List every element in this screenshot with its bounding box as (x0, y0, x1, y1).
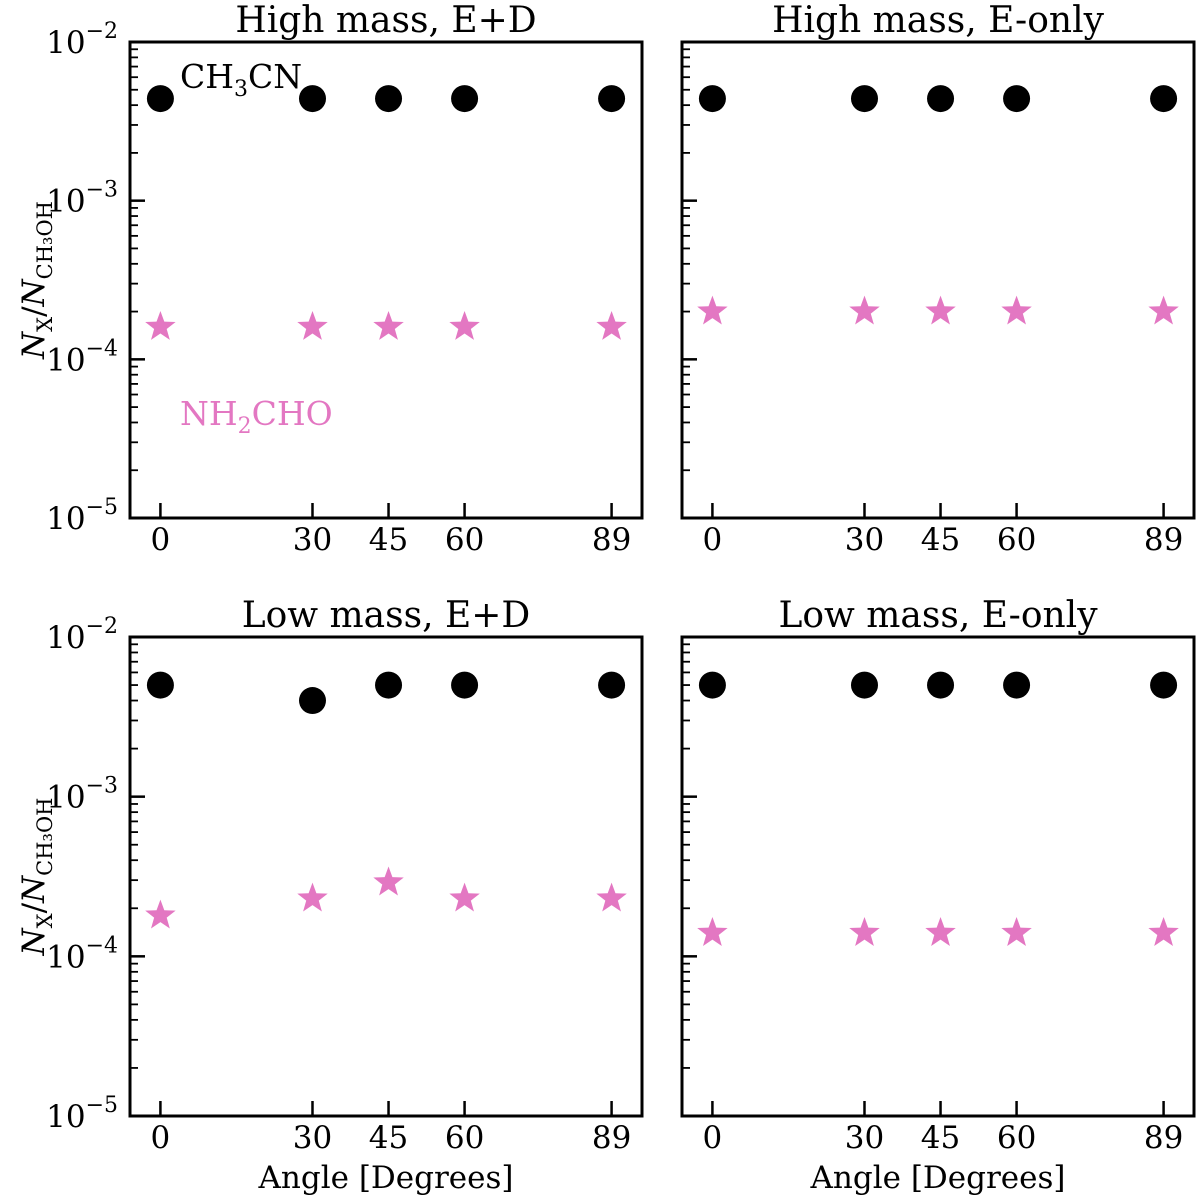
point-ch3cn-89 (598, 671, 626, 699)
plot-frame (680, 635, 1196, 1118)
series-label-nh2cho: NH2CHO (180, 394, 333, 439)
x-tick-label: 30 (293, 522, 332, 558)
y-tick-label: 10−4 (46, 336, 118, 378)
x-tick-label: 0 (703, 522, 723, 558)
point-ch3cn-30 (850, 85, 878, 113)
point-ch3cn-89 (1150, 671, 1178, 699)
x-tick-label: 30 (293, 1120, 332, 1156)
plot-frame (128, 635, 644, 1118)
point-ch3cn-45 (927, 85, 955, 113)
y-tick-label: 10−3 (46, 774, 118, 816)
point-ch3cn-60 (1003, 671, 1031, 699)
point-nh2cho-45 (373, 866, 404, 896)
x-tick-label: 0 (151, 522, 171, 558)
point-nh2cho-0 (145, 310, 176, 340)
point-ch3cn-0 (146, 671, 174, 699)
point-ch3cn-30 (850, 671, 878, 699)
x-tick-label: 30 (845, 522, 884, 558)
x-tick-label: 30 (845, 1120, 884, 1156)
point-nh2cho-0 (697, 295, 728, 325)
panel-title: High mass, E-only (772, 0, 1105, 41)
point-nh2cho-60 (1001, 917, 1032, 946)
y-tick-label: 10−3 (46, 178, 118, 220)
panel-title: High mass, E+D (235, 0, 536, 41)
plot-frame (128, 40, 644, 520)
y-tick-label: 10−2 (46, 614, 118, 656)
panel-2: 0 30 45 60 89 High mass, E-only (680, 0, 1196, 558)
x-tick-label: 89 (1144, 1120, 1183, 1156)
point-nh2cho-45 (925, 295, 956, 325)
panel-3: 10−5 10−4 10−3 10−2 0 30 45 60 89 Low mass, E+D An… (16, 595, 644, 1196)
point-ch3cn-0 (146, 85, 174, 113)
y-tick-label: 10−5 (46, 1093, 118, 1135)
x-tick-label: 0 (151, 1120, 171, 1156)
y-axis-label: NX/NCH₃OH (16, 201, 57, 360)
point-nh2cho-30 (297, 882, 328, 912)
x-tick-label: 45 (921, 522, 960, 558)
x-tick-label: 89 (592, 522, 631, 558)
x-axis-label: Angle [Degrees] (258, 1160, 514, 1196)
panel-1: 10−5 10−4 10−3 10−2 0 30 45 60 89 High mass, E+D N… (16, 0, 644, 558)
point-nh2cho-60 (449, 310, 480, 340)
point-ch3cn-45 (375, 85, 403, 113)
x-tick-label: 45 (921, 1120, 960, 1156)
point-ch3cn-89 (598, 85, 626, 113)
point-ch3cn-30 (298, 85, 326, 113)
point-nh2cho-0 (145, 899, 176, 929)
x-axis-label: Angle [Degrees] (810, 1160, 1066, 1196)
point-ch3cn-45 (927, 671, 955, 699)
point-ch3cn-89 (1150, 85, 1178, 113)
point-ch3cn-45 (375, 671, 403, 699)
x-tick-label: 45 (369, 522, 408, 558)
x-tick-label: 89 (1144, 522, 1183, 558)
y-axis-label: NX/NCH₃OH (16, 798, 57, 957)
point-ch3cn-30 (298, 687, 326, 715)
plot-frame (680, 40, 1196, 520)
point-nh2cho-0 (697, 917, 728, 946)
x-tick-label: 89 (592, 1120, 631, 1156)
point-nh2cho-89 (596, 310, 627, 340)
point-nh2cho-30 (849, 917, 880, 946)
y-tick-label: 10−4 (46, 933, 118, 975)
point-nh2cho-89 (596, 882, 627, 912)
x-tick-label: 60 (445, 522, 484, 558)
x-tick-label: 60 (445, 1120, 484, 1156)
panel-title: Low mass, E-only (778, 595, 1098, 636)
series-label-ch3cn: CH3CN (180, 57, 302, 102)
panel-title: Low mass, E+D (242, 595, 531, 636)
y-tick-label: 10−5 (46, 495, 118, 537)
point-nh2cho-89 (1148, 295, 1179, 325)
x-tick-label: 60 (997, 1120, 1036, 1156)
point-ch3cn-0 (698, 85, 726, 113)
point-nh2cho-45 (925, 917, 956, 946)
point-nh2cho-60 (449, 882, 480, 912)
point-nh2cho-30 (297, 310, 328, 340)
y-tick-label: 10−2 (46, 19, 118, 61)
x-tick-label: 0 (703, 1120, 723, 1156)
point-ch3cn-0 (698, 671, 726, 699)
x-tick-label: 45 (369, 1120, 408, 1156)
point-nh2cho-89 (1148, 917, 1179, 946)
point-ch3cn-60 (1003, 85, 1031, 113)
panel-4: 0 30 45 60 89 Low mass, E-only Angle [Degrees] (680, 595, 1196, 1196)
point-nh2cho-45 (373, 310, 404, 340)
point-nh2cho-60 (1001, 295, 1032, 325)
point-ch3cn-60 (451, 85, 479, 113)
point-ch3cn-60 (451, 671, 479, 699)
x-tick-label: 60 (997, 522, 1036, 558)
point-nh2cho-30 (849, 295, 880, 325)
